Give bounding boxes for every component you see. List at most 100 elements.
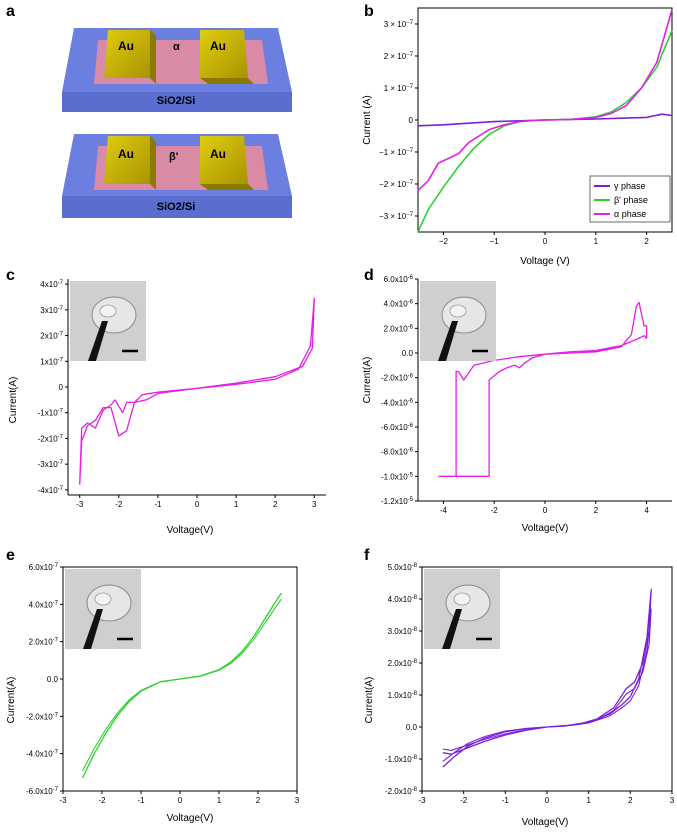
chart-c: -3 -2 -1 0 1 2 3 -4x10-7 -3x10-7 -2x10-7 -1x10-7 0 1… <box>8 279 326 536</box>
y-tick-label: −2 × 10−7 <box>379 180 414 189</box>
y-tick-label: 2.0x10-8 <box>388 659 418 668</box>
chart-e: -3 -2 -1 0 1 2 3 -6.0x10-7 -4.0x10-7 -2.0x10-7 0.0… <box>6 563 300 824</box>
legend-label: γ phase <box>614 181 646 191</box>
y-axis-label: Current(A) <box>6 677 17 724</box>
x-tick-label: 4 <box>644 506 649 515</box>
chart-b: −2 −1 0 1 2 −3 × 10−7 −2 × 10−7 −1 × 10−7 0 1 × 1… <box>362 7 673 267</box>
y-tick-label: -3x10-7 <box>38 460 64 469</box>
electrode-label-right: Au <box>210 39 226 53</box>
flake-feature <box>453 592 471 606</box>
phase-label: α <box>173 41 180 53</box>
probe-tip <box>83 609 103 649</box>
y-tick-label: 2x10-7 <box>40 332 63 341</box>
y-tick-label: 0.0 <box>402 349 414 358</box>
y-tick-label: 3x10-7 <box>40 306 63 315</box>
x-tick-label: 1 <box>586 796 591 805</box>
x-tick-label: 2 <box>644 237 649 246</box>
x-tick-label: 3 <box>295 796 300 805</box>
x-tick-label: 1 <box>217 796 222 805</box>
y-tick-label: 2.0x10-6 <box>384 324 414 333</box>
y-tick-label: 5.0x10-8 <box>388 563 418 572</box>
y-tick-label: 3 × 10−7 <box>384 20 414 29</box>
y-tick-label: 1 × 10−7 <box>384 84 414 93</box>
y-tick-label: -2x10-7 <box>38 434 64 443</box>
y-axis-label: Current(A) <box>362 357 373 404</box>
electrode-left <box>104 30 150 78</box>
panel-label-f: f <box>364 547 370 564</box>
x-tick-label: -2 <box>460 796 468 805</box>
y-tick-label: -6.0x10-7 <box>26 787 59 796</box>
x-axis-label: Voltage(V) <box>167 813 214 824</box>
y-axis-label: Current(A) <box>364 677 375 724</box>
flake-feature <box>99 304 117 318</box>
y-tick-label: 1.0x10-8 <box>388 691 418 700</box>
panel-label-c: c <box>6 267 15 284</box>
series-line-phase <box>417 9 673 191</box>
phase-label: β' <box>169 151 179 163</box>
x-tick-label: -4 <box>440 506 448 515</box>
y-tick-label: 0.0 <box>47 675 59 684</box>
x-tick-label: -1 <box>502 796 510 805</box>
x-tick-label: 0 <box>195 500 200 509</box>
x-tick-label: 1 <box>594 237 599 246</box>
y-tick-label: -1x10-7 <box>38 409 64 418</box>
x-axis-label: Voltage (V) <box>520 256 569 267</box>
y-tick-label: −3 × 10−7 <box>379 212 414 221</box>
device-schematic-beta: Au Au β' SiO2/Si <box>62 134 292 218</box>
y-axis-label: Current (A) <box>362 95 373 144</box>
x-tick-label: 1 <box>234 500 239 509</box>
probe-tip <box>88 321 108 361</box>
y-tick-label: -6.0x10-6 <box>381 423 414 432</box>
electrode-left <box>104 136 150 184</box>
series-line-repeat <box>442 608 652 762</box>
chart-d: -4 -2 0 2 4 -1.2x10-5 -1.0x10-5 -8.0x10-6 -6.0x1… <box>362 275 672 534</box>
probe-tip <box>442 609 462 649</box>
x-tick-label: 3 <box>312 500 317 509</box>
y-tick-label: 4.0x10-6 <box>384 300 414 309</box>
y-tick-label: 6.0x10-6 <box>384 275 414 284</box>
x-tick-label: -3 <box>59 796 67 805</box>
x-axis-label: Voltage(V) <box>522 523 569 534</box>
y-tick-label: -1.2x10-5 <box>381 497 414 506</box>
y-tick-label: 4.0x10-7 <box>29 600 59 609</box>
panel-label-d: d <box>364 267 374 284</box>
substrate-label: SiO2/Si <box>157 95 196 107</box>
y-tick-label: −1 × 10−7 <box>379 148 414 157</box>
electrode-right <box>200 136 248 184</box>
x-tick-label: 0 <box>543 237 548 246</box>
x-tick-label: 0 <box>543 506 548 515</box>
y-tick-label: -4x10-7 <box>38 486 64 495</box>
flake-feature <box>94 592 112 606</box>
electrode-label-right: Au <box>210 147 226 161</box>
y-tick-label: 4x10-7 <box>40 280 63 289</box>
x-axis-label: Voltage(V) <box>167 525 214 536</box>
x-tick-label: -3 <box>418 796 426 805</box>
x-tick-label: -2 <box>98 796 106 805</box>
x-tick-label: -2 <box>115 500 123 509</box>
x-tick-label: 2 <box>273 500 278 509</box>
inset-micrograph <box>424 569 500 649</box>
y-tick-label: -4.0x10-7 <box>26 750 59 759</box>
panel-label-e: e <box>6 547 15 564</box>
series-line-phase <box>438 301 648 477</box>
legend-label: β' phase <box>614 195 648 205</box>
y-tick-label: -2.0x10-6 <box>381 374 414 383</box>
y-tick-label: -8.0x10-6 <box>381 448 414 457</box>
probe-tip <box>438 321 458 361</box>
y-tick-label: -1.0x10-8 <box>385 755 418 764</box>
x-tick-label: 3 <box>670 796 675 805</box>
inset-micrograph <box>65 569 141 649</box>
y-tick-label: 0.0 <box>406 723 418 732</box>
y-tick-label: -4.0x10-6 <box>381 398 414 407</box>
panel-label-a: a <box>6 3 15 20</box>
y-axis-label: Current(A) <box>8 377 19 424</box>
panel-label-b: b <box>364 3 374 20</box>
y-tick-label: -2.0x10-7 <box>26 712 59 721</box>
substrate-side <box>62 196 292 218</box>
x-tick-label: -3 <box>76 500 84 509</box>
legend-label: α phase <box>614 209 646 219</box>
x-tick-label: -1 <box>137 796 145 805</box>
x-tick-label: −2 <box>439 237 449 246</box>
x-tick-label: 0 <box>545 796 550 805</box>
x-tick-label: 2 <box>594 506 599 515</box>
